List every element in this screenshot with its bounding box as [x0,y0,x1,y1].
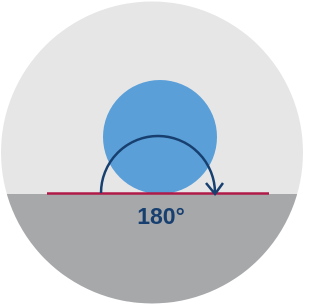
angle-label: 180° [137,203,185,229]
page: 180° (() => { const data = JSON.parse(do… [0,0,304,305]
diagram: 180° [0,0,304,305]
